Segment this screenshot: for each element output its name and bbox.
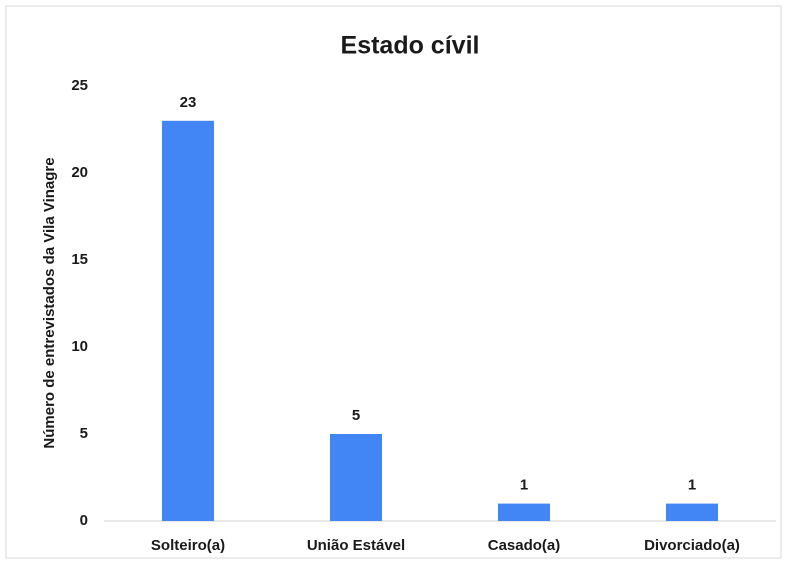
bar: [498, 503, 550, 521]
data-label: 1: [688, 477, 696, 494]
data-label: 23: [180, 94, 197, 111]
chart-border: [5, 5, 782, 559]
bar: [330, 434, 382, 521]
y-tick-label: 5: [80, 425, 88, 442]
bar: [162, 120, 214, 522]
data-label: 5: [352, 407, 360, 424]
y-tick-label: 20: [71, 164, 88, 181]
y-axis-label: Número de entrevistados da Vila Vinagre: [41, 157, 58, 448]
x-tick-label: Solteiro(a): [151, 537, 225, 554]
y-tick-label: 25: [71, 77, 88, 94]
bar: [666, 503, 718, 521]
data-label: 1: [520, 477, 528, 494]
y-tick-label: 10: [71, 338, 88, 355]
x-tick-label: Divorciado(a): [644, 537, 740, 554]
chart-title: Estado cívil: [341, 32, 480, 60]
x-tick-label: Casado(a): [488, 537, 561, 554]
y-tick-label: 0: [80, 512, 88, 529]
x-tick-label: União Estável: [307, 537, 405, 554]
y-tick-label: 15: [71, 251, 88, 268]
